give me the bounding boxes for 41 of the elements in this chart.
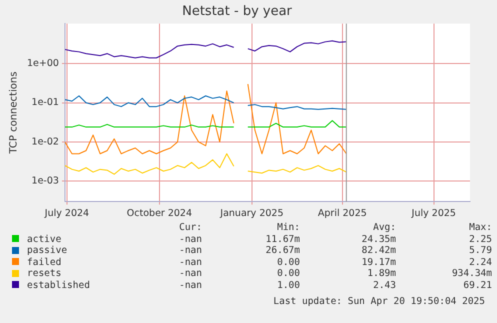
text: Min: bbox=[276, 222, 300, 234]
chart-title: Netstat - by year bbox=[182, 4, 293, 20]
x-tick-label: April 2025 bbox=[318, 208, 367, 219]
text: 5.79 bbox=[468, 245, 492, 256]
text: Max: bbox=[468, 222, 492, 234]
x-tick-label: July 2024 bbox=[44, 208, 90, 219]
text: Cur: bbox=[178, 222, 202, 234]
text: 1.00 bbox=[276, 280, 300, 291]
text: 82.42m bbox=[360, 245, 396, 256]
text: 69.21 bbox=[462, 280, 492, 291]
y-tick-label: 1e+00 bbox=[27, 58, 59, 70]
y-tick-label: 1e-03 bbox=[32, 176, 59, 187]
text: -nan bbox=[178, 245, 202, 256]
legend-label: passive bbox=[26, 245, 68, 256]
text: 2.24 bbox=[468, 256, 492, 268]
text: 26.67m bbox=[264, 245, 300, 256]
x-tick-label: October 2024 bbox=[126, 208, 192, 219]
legend-label: failed bbox=[26, 256, 62, 268]
text: 2.25 bbox=[468, 234, 492, 245]
text: Avg: bbox=[372, 222, 396, 234]
text: 934.34m bbox=[450, 268, 492, 280]
text: -nan bbox=[178, 268, 202, 280]
text: 0.00 bbox=[276, 256, 300, 268]
y-axis-title: TCP connections bbox=[8, 72, 20, 155]
legend-label: established bbox=[26, 280, 91, 291]
text: 19.17m bbox=[360, 256, 396, 268]
text: Last update: Sun Apr 20 19:50:04 2025 bbox=[273, 296, 485, 307]
text: 1.89m bbox=[366, 268, 396, 280]
text: 0.00 bbox=[276, 268, 300, 280]
text: 2.43 bbox=[372, 280, 396, 291]
y-tick-label: 1e-01 bbox=[32, 97, 59, 108]
text: -nan bbox=[178, 280, 202, 291]
y-tick-label: 1e-02 bbox=[32, 136, 59, 148]
x-tick-label: July 2025 bbox=[410, 208, 456, 219]
legend-label: resets bbox=[26, 268, 62, 280]
text: 11.67m bbox=[264, 234, 300, 245]
text: -nan bbox=[178, 256, 202, 268]
x-tick-label: January 2025 bbox=[219, 208, 284, 219]
text: -nan bbox=[178, 234, 202, 245]
text: 24.35m bbox=[360, 234, 396, 245]
legend-label: active bbox=[26, 234, 62, 245]
